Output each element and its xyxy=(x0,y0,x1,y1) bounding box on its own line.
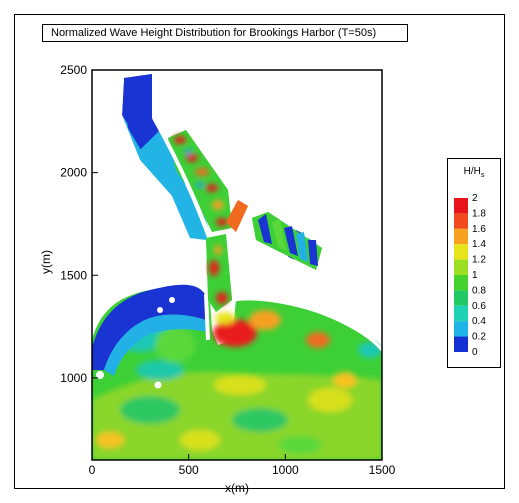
entrance-warm-zone xyxy=(249,310,281,330)
x-tick-label: 1000 xyxy=(272,463,299,477)
legend-swatch xyxy=(454,244,468,260)
land-patch xyxy=(157,307,163,313)
shore-cyan-zone xyxy=(104,314,208,376)
legend-label: 2 xyxy=(472,193,478,204)
field-blob xyxy=(120,396,180,424)
field-blob xyxy=(96,432,124,448)
entrance-zone xyxy=(215,312,235,324)
y-axis-label: y(m) xyxy=(39,250,53,274)
land-right xyxy=(236,70,382,346)
legend-swatch xyxy=(454,336,468,352)
field-blob xyxy=(136,360,184,380)
field-blob xyxy=(278,436,322,454)
field-blob xyxy=(308,388,352,412)
legend-label: 1.2 xyxy=(472,255,486,266)
legend-label: 0.2 xyxy=(472,332,486,343)
field-blob xyxy=(155,327,195,363)
legend-label: 1.4 xyxy=(472,239,486,250)
legend-label: 1.8 xyxy=(472,208,486,219)
field-blob xyxy=(214,375,266,395)
y-tick-label: 2000 xyxy=(60,166,87,180)
x-tick-label: 500 xyxy=(179,463,199,477)
y-tick-label: 2500 xyxy=(60,63,87,77)
entrance-warm-zone xyxy=(306,332,330,348)
legend-label: 0 xyxy=(472,347,478,358)
breakwater-left xyxy=(204,293,210,341)
legend-swatch xyxy=(454,228,468,245)
legend-swatch xyxy=(454,259,468,275)
legend-swatch xyxy=(454,321,468,337)
axis-ticks: 0 500 1000 1500 1000 1500 2000 2500 xyxy=(60,63,395,477)
legend-swatch xyxy=(454,290,468,306)
field-blob xyxy=(333,372,357,388)
y-tick-label: 1500 xyxy=(60,268,87,282)
x-tick-label: 0 xyxy=(89,463,96,477)
land-patch xyxy=(169,297,175,303)
legend-swatch xyxy=(454,213,468,229)
legend-label: 0.6 xyxy=(472,301,486,312)
chart-title: Normalized Wave Height Distribution for … xyxy=(42,24,408,42)
legend-swatch xyxy=(454,305,468,322)
legend-label: 0.8 xyxy=(472,285,486,296)
field-blob xyxy=(180,430,220,450)
legend-swatch xyxy=(454,198,468,214)
legend-label: 1 xyxy=(472,270,478,281)
shore-blue-zone xyxy=(92,284,206,370)
legend-swatch xyxy=(454,275,468,291)
land-left xyxy=(92,70,206,345)
legend-label: 1.6 xyxy=(472,224,486,235)
land-patch xyxy=(154,381,162,389)
entrance-hot-zone xyxy=(213,319,257,347)
breakwater-right xyxy=(233,297,382,351)
land-patch xyxy=(96,371,104,379)
x-tick-label: 1500 xyxy=(369,463,396,477)
y-tick-label: 1000 xyxy=(60,371,87,385)
legend-label: 0.4 xyxy=(472,316,486,327)
wave-field xyxy=(92,70,382,460)
field-blob xyxy=(232,408,288,432)
plot-border xyxy=(91,69,383,461)
x-axis-label: x(m) xyxy=(225,481,249,495)
legend-swatches: 2 1.8 1.6 1.4 1.2 1 0.8 0.6 0.4 0.2 0 xyxy=(454,193,486,358)
field-blob xyxy=(358,342,382,358)
legend-title: H/Hs xyxy=(464,166,485,179)
